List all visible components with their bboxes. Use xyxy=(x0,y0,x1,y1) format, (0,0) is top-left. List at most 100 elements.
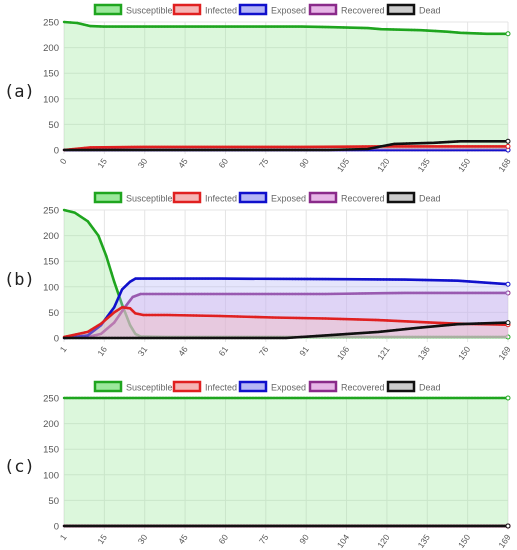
data-point xyxy=(434,29,437,33)
data-point xyxy=(333,148,336,151)
data-point xyxy=(369,335,372,339)
data-point xyxy=(115,288,119,291)
data-point xyxy=(261,145,264,149)
legend-label-exposed: Exposed xyxy=(271,6,306,16)
data-point xyxy=(491,524,495,528)
data-point xyxy=(68,524,72,528)
data-point xyxy=(413,145,416,148)
data-point xyxy=(245,25,249,28)
data-point xyxy=(80,396,84,400)
data-point xyxy=(284,524,288,528)
data-point xyxy=(134,524,138,528)
data-point xyxy=(251,145,255,149)
data-point xyxy=(409,291,412,295)
data-point xyxy=(412,291,415,295)
data-point xyxy=(333,335,336,339)
data-point xyxy=(330,148,333,152)
data-point xyxy=(119,336,123,340)
data-point xyxy=(188,524,192,528)
data-point xyxy=(347,396,351,400)
data-point xyxy=(103,329,106,333)
data-point xyxy=(363,26,367,30)
data-point xyxy=(218,336,222,340)
data-point xyxy=(398,145,401,148)
data-point xyxy=(92,146,95,149)
data-point xyxy=(161,524,165,528)
x-tick-label: 104 xyxy=(335,532,351,550)
data-point xyxy=(302,396,306,400)
data-point xyxy=(233,524,237,528)
data-point xyxy=(317,396,321,400)
data-point xyxy=(358,292,361,295)
data-point xyxy=(143,336,147,340)
data-point xyxy=(219,148,222,152)
data-point xyxy=(215,396,219,400)
data-point xyxy=(389,28,392,31)
data-point xyxy=(270,277,273,281)
data-point xyxy=(215,292,219,296)
data-point xyxy=(224,292,228,296)
data-point xyxy=(380,148,384,152)
data-point xyxy=(357,26,360,30)
x-axis: 1 15 30 45 60 75 90 104 120 135 150 169 xyxy=(58,532,513,550)
data-point xyxy=(95,25,99,28)
data-point xyxy=(164,396,168,400)
data-point xyxy=(279,292,282,296)
data-point xyxy=(354,335,357,339)
data-point xyxy=(363,335,366,339)
data-point xyxy=(465,140,468,143)
data-point xyxy=(206,145,209,149)
data-point xyxy=(251,336,255,340)
data-point xyxy=(80,215,83,219)
data-point xyxy=(459,279,462,283)
data-point xyxy=(312,145,316,148)
data-point xyxy=(236,396,240,400)
data-point xyxy=(178,145,182,149)
data-point xyxy=(131,396,135,400)
data-point xyxy=(505,395,511,401)
data-point xyxy=(392,396,396,400)
data-point xyxy=(91,227,95,230)
legend-swatch-dead xyxy=(386,3,416,16)
data-point xyxy=(142,145,145,149)
data-point xyxy=(453,335,456,339)
data-point xyxy=(119,396,123,400)
data-point xyxy=(203,336,207,340)
data-point xyxy=(305,396,309,400)
data-point xyxy=(414,142,417,145)
data-point xyxy=(388,278,391,281)
data-point xyxy=(125,396,129,400)
data-point xyxy=(134,336,138,340)
data-point xyxy=(330,335,333,339)
data-point xyxy=(155,336,159,340)
data-point xyxy=(303,25,306,28)
y-tick-label: 100 xyxy=(43,470,59,481)
data-point xyxy=(354,292,358,295)
data-point xyxy=(276,145,279,149)
data-point xyxy=(255,292,258,296)
data-point xyxy=(230,277,234,280)
data-point xyxy=(459,335,462,339)
data-point xyxy=(458,396,462,400)
data-point xyxy=(105,254,108,258)
data-point xyxy=(400,291,404,295)
data-point xyxy=(65,336,69,340)
data-point xyxy=(351,278,355,281)
data-point xyxy=(394,319,398,323)
legend: Susceptible Infected Exposed Recovered Dead xyxy=(93,3,441,16)
data-point xyxy=(198,277,201,280)
data-point xyxy=(254,315,257,319)
data-point xyxy=(176,524,180,528)
data-point xyxy=(437,524,441,528)
data-point xyxy=(126,283,129,286)
data-point xyxy=(263,336,267,340)
data-point xyxy=(134,294,137,298)
data-point xyxy=(139,313,142,316)
data-point xyxy=(349,145,352,148)
data-point xyxy=(416,148,420,152)
data-point xyxy=(374,318,377,322)
data-point xyxy=(215,25,218,28)
data-point xyxy=(447,335,450,339)
data-point xyxy=(215,336,219,340)
data-point xyxy=(324,277,327,281)
